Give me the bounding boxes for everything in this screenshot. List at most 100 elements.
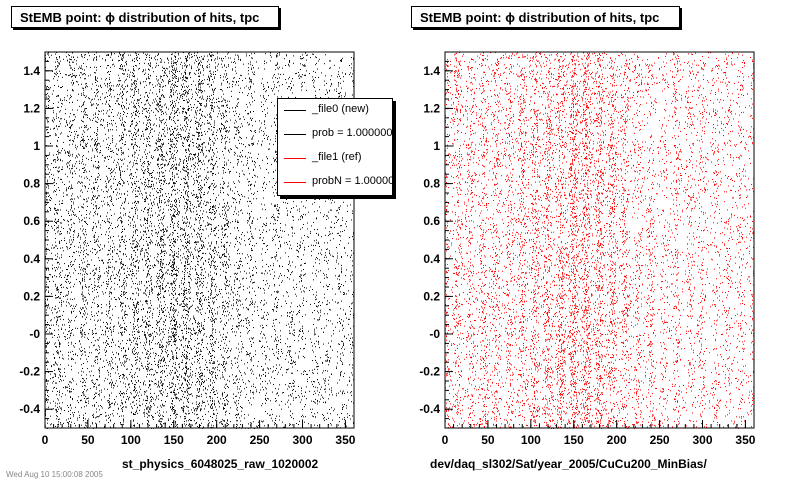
hit-point [105, 79, 106, 81]
hit-point [52, 120, 53, 122]
hit-point [105, 59, 106, 61]
hit-point [131, 116, 132, 118]
hit-point [120, 332, 121, 333]
hit-point [111, 368, 112, 370]
hit-point [70, 286, 71, 288]
hit-point [63, 219, 64, 221]
hit-point [108, 181, 109, 183]
hit-point [154, 404, 155, 406]
hit-point [135, 337, 136, 339]
hit-point [108, 167, 109, 169]
hit-point [165, 250, 166, 252]
hit-point [81, 267, 82, 269]
hit-point [68, 293, 69, 295]
hit-point [82, 139, 83, 141]
hit-point [85, 126, 86, 128]
hit-point [48, 95, 49, 97]
hit-point [116, 273, 117, 275]
hit-point [109, 306, 110, 307]
hit-point [62, 181, 63, 183]
hit-point [69, 55, 70, 56]
hit-point [112, 381, 113, 383]
hit-point [128, 383, 129, 385]
hit-point [81, 111, 82, 113]
hit-point [68, 281, 69, 283]
hit-point [156, 147, 157, 149]
hit-point [85, 334, 86, 336]
hit-point [74, 283, 75, 285]
hit-point [118, 346, 119, 348]
hit-point [72, 187, 73, 189]
hit-point [165, 362, 166, 364]
hit-point [93, 226, 94, 228]
hit-point [74, 412, 75, 413]
hit-point [102, 125, 103, 127]
hit-point [151, 414, 152, 416]
hit-point [161, 271, 162, 272]
hit-point [154, 360, 155, 362]
hit-point [57, 65, 58, 67]
hit-point [147, 275, 148, 277]
hit-point [56, 276, 57, 278]
hit-point [74, 320, 75, 322]
hit-point [145, 335, 146, 337]
hit-point [98, 275, 99, 277]
hit-point [134, 75, 135, 77]
hit-point [124, 365, 125, 367]
hit-point [156, 65, 157, 67]
hit-point [58, 167, 59, 169]
hit-point [123, 163, 124, 165]
hit-point [111, 215, 112, 216]
hit-point [88, 128, 89, 130]
hit-point [75, 354, 76, 356]
hit-point [170, 206, 171, 208]
hit-point [151, 225, 152, 227]
hit-point [122, 231, 123, 232]
hit-point [160, 246, 161, 248]
hit-point [135, 129, 136, 131]
hit-point [77, 355, 78, 357]
hit-point [157, 307, 158, 309]
hit-point [62, 357, 63, 359]
hit-point [170, 94, 171, 96]
hit-point [85, 169, 86, 171]
hit-point [171, 140, 172, 142]
hit-point [99, 152, 100, 154]
hit-point [125, 349, 126, 351]
hit-point [131, 255, 132, 257]
hit-point [151, 287, 152, 289]
hit-point [160, 339, 161, 341]
hit-point [84, 249, 85, 251]
hit-point [120, 183, 121, 185]
hit-point [97, 213, 98, 215]
hit-point [117, 283, 118, 285]
hit-point [145, 182, 146, 184]
hit-point [162, 163, 163, 165]
hit-point [108, 267, 109, 269]
hit-point [72, 139, 73, 141]
hit-point [145, 103, 146, 105]
hit-point [68, 221, 69, 223]
hit-point [96, 226, 97, 228]
hit-point [126, 63, 127, 65]
hit-point [110, 404, 111, 406]
hit-point [84, 234, 85, 236]
hit-point [97, 134, 98, 136]
hit-point [171, 194, 172, 196]
hit-point [81, 140, 82, 141]
hit-point [107, 54, 108, 56]
hit-point [59, 57, 60, 59]
hit-point [121, 123, 122, 125]
hit-point [161, 237, 162, 239]
hit-point [121, 135, 122, 137]
hit-point [169, 245, 170, 247]
hit-point [125, 141, 126, 143]
hit-point [161, 384, 162, 386]
hit-point [69, 388, 70, 389]
hit-point [97, 251, 98, 253]
hit-point [161, 238, 162, 240]
hit-point [100, 276, 101, 278]
hit-point [134, 306, 135, 308]
hit-point [123, 279, 124, 281]
hit-point [91, 202, 92, 204]
